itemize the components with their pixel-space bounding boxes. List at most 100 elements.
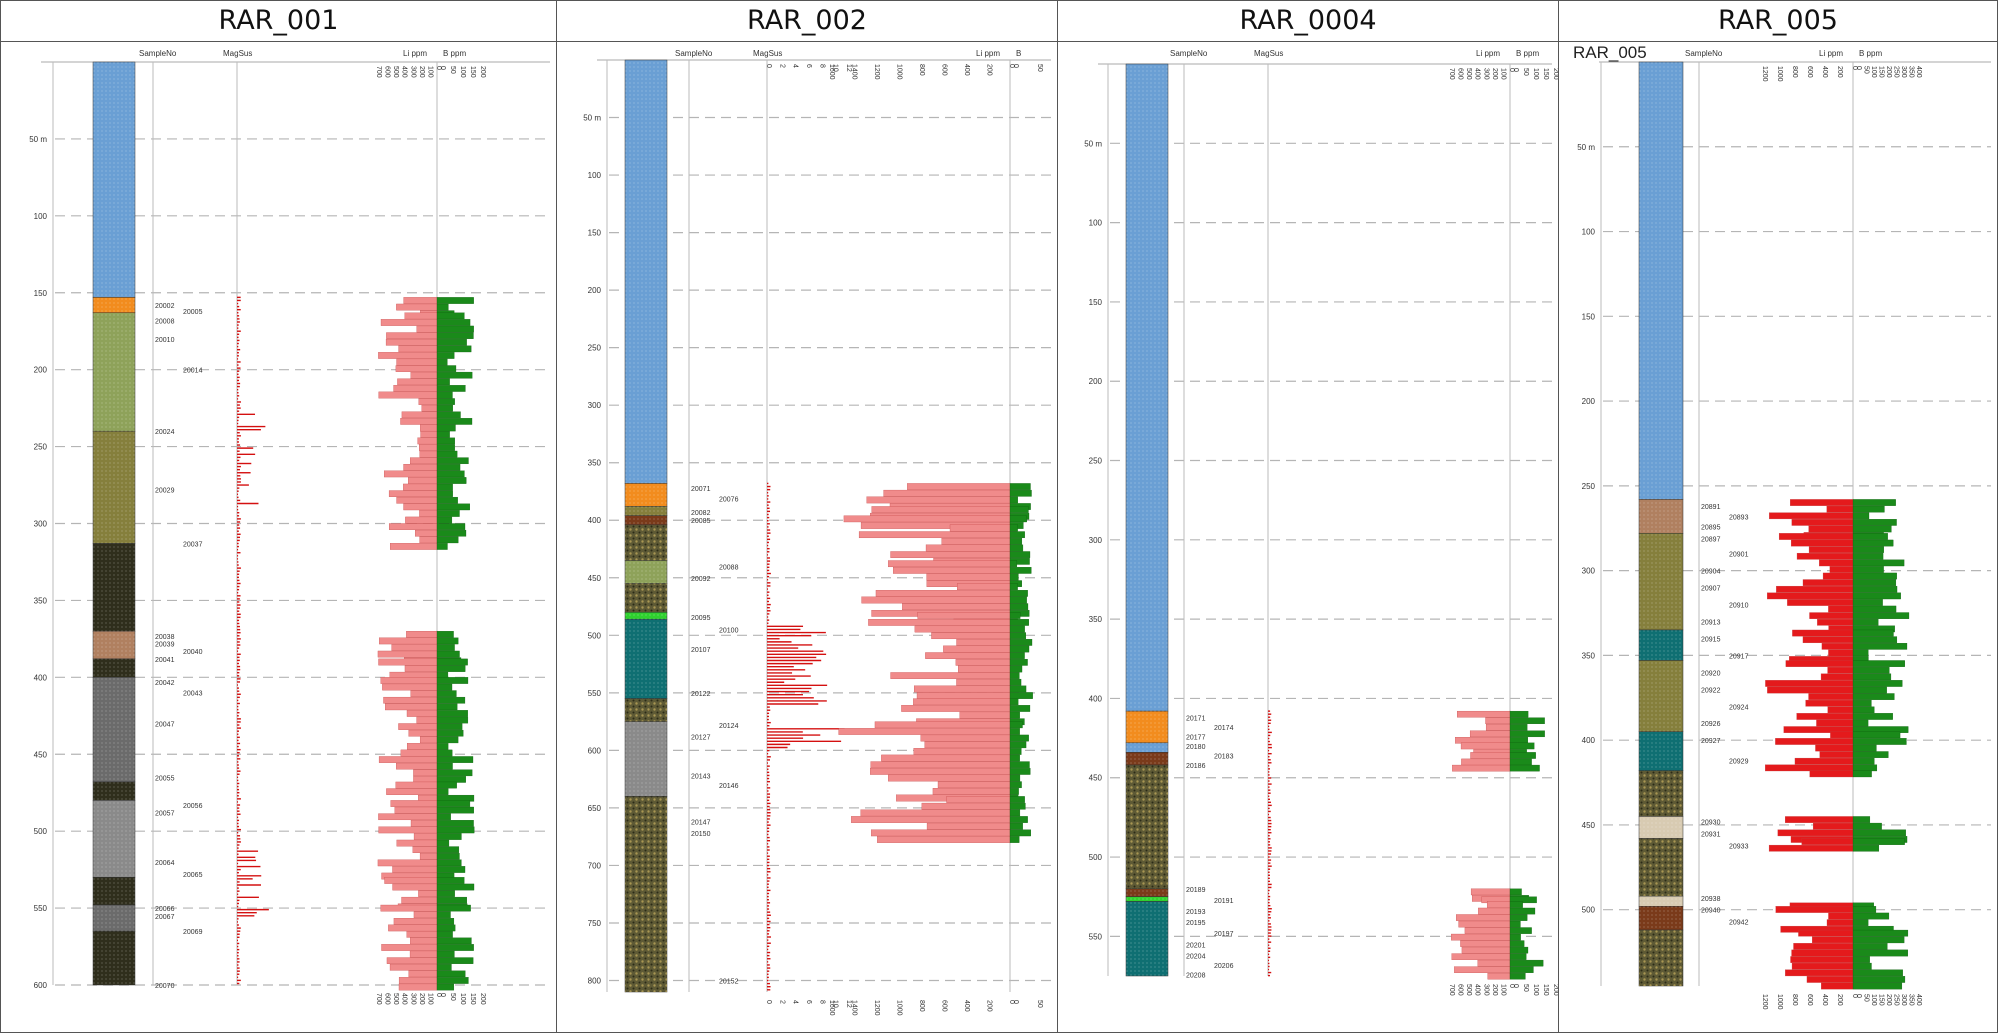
li-bar bbox=[1478, 907, 1511, 915]
depth-tick-label: 350 bbox=[588, 459, 602, 468]
b-bar bbox=[436, 769, 473, 777]
b-bar bbox=[1009, 678, 1022, 686]
li-tick-label: 400 bbox=[401, 66, 408, 78]
sample-label: 20915 bbox=[1701, 636, 1721, 643]
li-bar bbox=[400, 418, 438, 425]
li-bar bbox=[1812, 936, 1854, 944]
magsus-tick-label: 12 bbox=[845, 1000, 852, 1008]
b-bar bbox=[436, 303, 449, 311]
li-bar bbox=[410, 371, 438, 379]
depth-tick-label: 500 bbox=[588, 631, 602, 640]
sample-label: 20933 bbox=[1729, 843, 1749, 850]
li-bar bbox=[1819, 559, 1854, 567]
li-tick-label: 0 bbox=[1508, 68, 1515, 72]
li-bar bbox=[1793, 943, 1854, 950]
li-tick-label: 200 bbox=[1491, 68, 1498, 80]
well-panel-rar-002: RAR_002 SampleNo MagSus Li ppm B 50 m 100 150 2… bbox=[556, 0, 1058, 1033]
li-bar bbox=[406, 710, 438, 717]
li-bar bbox=[913, 698, 1011, 706]
lithology-texture bbox=[625, 515, 667, 525]
b-bar bbox=[1509, 737, 1528, 744]
well-title: RAR_005 bbox=[1559, 1, 1997, 42]
b-bar bbox=[436, 846, 460, 853]
b-bar bbox=[1852, 605, 1897, 613]
depth-tick-label: 200 bbox=[588, 286, 602, 295]
b-bar bbox=[1852, 666, 1890, 674]
li-bar bbox=[380, 319, 438, 326]
b-bar bbox=[436, 297, 474, 304]
li-bar bbox=[861, 596, 1011, 604]
b-tick-label: 250 bbox=[1893, 994, 1900, 1006]
b-bar bbox=[1852, 512, 1870, 520]
li-bar bbox=[388, 924, 438, 932]
li-bar bbox=[393, 385, 438, 392]
li-bar bbox=[398, 977, 438, 984]
li-bar bbox=[1477, 959, 1511, 967]
b-bar bbox=[436, 457, 469, 465]
b-bar bbox=[1009, 489, 1032, 497]
magsus-tick-label: 0 bbox=[765, 1000, 772, 1004]
b-bar bbox=[436, 371, 473, 379]
sample-label: 20146 bbox=[719, 783, 739, 790]
lithology-texture bbox=[1639, 906, 1683, 931]
li-bar bbox=[403, 503, 438, 511]
li-bar bbox=[385, 703, 438, 711]
sample-label: 20071 bbox=[691, 486, 711, 493]
sample-label: 20180 bbox=[1186, 744, 1206, 751]
b-bar bbox=[436, 877, 465, 884]
b-bar bbox=[1509, 914, 1528, 921]
depth-tick-label: 250 bbox=[34, 443, 48, 452]
sample-label: 20042 bbox=[155, 680, 175, 687]
li-tick-label: 1200 bbox=[1761, 66, 1768, 82]
lithology-texture bbox=[1126, 765, 1168, 889]
b-bar bbox=[1852, 566, 1884, 573]
li-bar bbox=[1461, 758, 1511, 766]
b-bar bbox=[436, 839, 450, 847]
li-bar bbox=[860, 809, 1011, 817]
b-bar bbox=[1009, 836, 1020, 843]
sample-label: 20047 bbox=[155, 721, 175, 728]
b-tick-label: 150 bbox=[469, 66, 476, 78]
b-bar bbox=[436, 658, 468, 666]
b-bar bbox=[436, 431, 450, 438]
b-bar bbox=[1009, 685, 1027, 693]
b-bar bbox=[1509, 933, 1521, 941]
depth-tick-label: 350 bbox=[1089, 615, 1103, 624]
li-bar bbox=[1820, 673, 1854, 681]
header-b-label: B ppm bbox=[443, 49, 466, 58]
b-bar bbox=[1852, 533, 1888, 540]
li-bar bbox=[1777, 829, 1854, 837]
li-bar bbox=[1812, 822, 1854, 830]
li-bar bbox=[1776, 585, 1854, 593]
b-bar bbox=[436, 312, 465, 320]
b-bar bbox=[1852, 751, 1889, 758]
li-bar bbox=[866, 496, 1011, 504]
b-tick-label: 50 bbox=[1036, 1000, 1043, 1008]
li-bar bbox=[1765, 764, 1854, 772]
sample-label: 20901 bbox=[1729, 552, 1749, 559]
sample-label: 20002 bbox=[155, 303, 175, 310]
li-tick-label: 700 bbox=[375, 993, 382, 1005]
b-tick-label: 50 bbox=[449, 993, 456, 1001]
b-bar bbox=[1009, 483, 1031, 490]
li-bar bbox=[1485, 717, 1511, 725]
li-bar bbox=[916, 692, 1011, 699]
sample-label: 20927 bbox=[1701, 738, 1721, 745]
magsus-tick-label: 8 bbox=[818, 64, 825, 68]
li-bar bbox=[383, 696, 438, 704]
b-bar bbox=[1009, 524, 1018, 532]
b-bar bbox=[1509, 927, 1532, 934]
b-bar bbox=[436, 710, 468, 717]
b-bar bbox=[436, 944, 474, 951]
li-tick-label: 0 bbox=[435, 993, 442, 997]
b-bar bbox=[436, 703, 458, 711]
li-bar bbox=[413, 769, 438, 777]
magsus-tick-label: 10 bbox=[832, 1000, 839, 1008]
b-bar bbox=[436, 510, 460, 517]
b-bar bbox=[1852, 844, 1880, 852]
b-bar bbox=[1852, 636, 1898, 644]
depth-tick-label: 550 bbox=[1089, 932, 1103, 941]
b-bar bbox=[1509, 724, 1528, 731]
depth-tick-label: 50 m bbox=[583, 114, 601, 123]
li-bar bbox=[1785, 969, 1854, 977]
